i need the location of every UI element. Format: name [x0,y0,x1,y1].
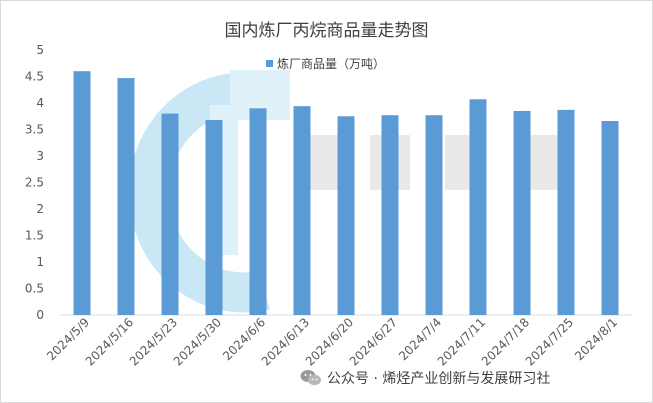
y-tick-label: 3.5 [25,123,44,137]
bar [161,113,179,315]
bar [205,119,223,316]
y-tick-label: 1 [36,255,44,269]
legend-swatch [266,60,273,67]
bar [293,106,311,316]
legend-label: 炼厂商品量（万吨） [277,57,386,71]
bar [117,78,135,315]
y-tick-label: 4 [36,96,44,110]
wechat-icon [300,370,321,386]
chart-legend: 炼厂商品量（万吨） [266,55,385,72]
y-tick-label: 2 [36,202,44,216]
y-tick-label: 3 [36,149,44,163]
y-tick-label: 5 [36,43,44,57]
bar [469,99,487,315]
bar [601,121,619,316]
y-tick-label: 4.5 [25,70,44,84]
x-tick-label: 2024/8/1 [572,315,620,363]
chart-title: 国内炼厂丙烷商品量走势图 [224,21,429,41]
bar [337,116,355,315]
bar [425,115,443,315]
bar [249,108,267,315]
footer: 公众号 · 烯烃产业创新与发展研习社 [300,368,550,388]
x-tick-label: 2024/7/25 [523,315,576,368]
bar [381,115,399,315]
y-tick-label: 1.5 [25,229,44,243]
bar [513,110,531,315]
bar [73,71,91,315]
x-tick-label: 2024/6/27 [347,315,400,368]
bar [557,109,575,315]
y-tick-label: 0 [36,308,44,322]
y-tick-label: 0.5 [25,282,44,296]
y-tick-label: 2.5 [25,176,44,190]
footer-text: 公众号 · 烯烃产业创新与发展研习社 [327,371,551,387]
x-tick-label: 2024/5/30 [171,315,224,368]
